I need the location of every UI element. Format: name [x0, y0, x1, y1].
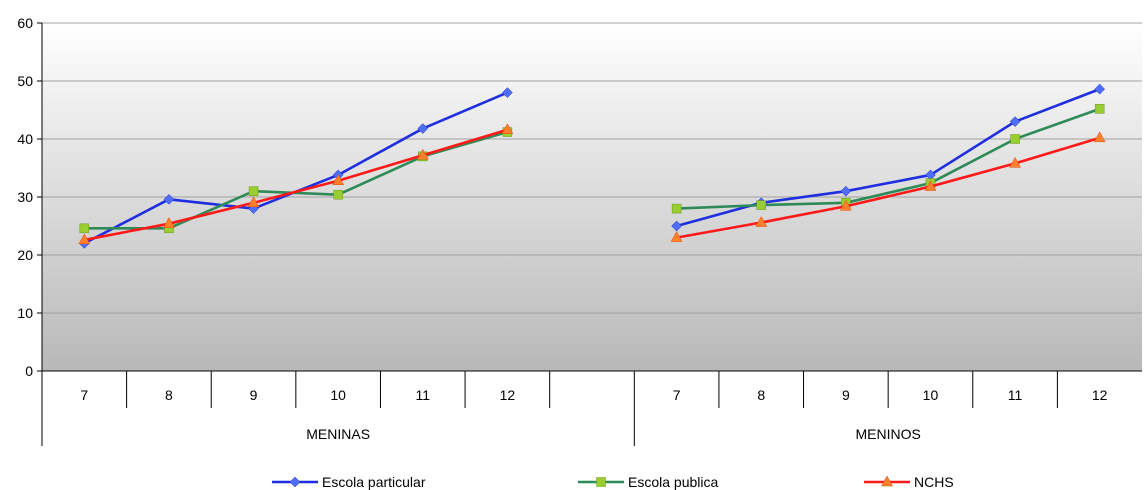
legend-label: Escola particular [322, 474, 426, 490]
data-point [924, 180, 937, 191]
data-point [1094, 104, 1105, 114]
x-tick-label: 8 [165, 387, 173, 403]
data-point [502, 87, 513, 98]
x-tick-label: 10 [923, 387, 939, 403]
data-point [163, 217, 175, 228]
y-tick-label: 60 [17, 15, 33, 31]
x-tick-label: 9 [842, 387, 850, 403]
data-point [839, 199, 852, 211]
x-tick-label: 12 [500, 387, 516, 403]
y-tick-label: 20 [17, 247, 33, 263]
data-point [671, 220, 682, 232]
legend-item: Escola particular [272, 474, 426, 490]
data-point [1093, 131, 1106, 143]
data-point [756, 200, 766, 210]
legend-item: Escola publica [578, 474, 718, 490]
data-point [840, 185, 852, 197]
legend-marker [596, 477, 606, 487]
y-tick-label: 30 [17, 189, 33, 205]
x-tick-label: 10 [330, 387, 346, 403]
data-point [79, 223, 90, 234]
data-point [670, 231, 683, 242]
y-tick-label: 50 [17, 73, 33, 89]
legend-label: Escola publica [628, 474, 718, 490]
x-group-label: MENINAS [306, 426, 370, 442]
series-nchs [78, 123, 1106, 245]
x-tick-label: 12 [1092, 387, 1108, 403]
data-point [163, 193, 175, 205]
data-point [501, 123, 514, 134]
x-tick-label: 7 [80, 387, 88, 403]
x-tick-label: 11 [1008, 387, 1023, 403]
data-point [417, 123, 429, 134]
data-point [755, 216, 768, 227]
x-group-label: MENINOS [855, 426, 920, 442]
series-line [676, 107, 1101, 210]
series-line [84, 128, 508, 242]
legend-item: NCHS [864, 474, 954, 490]
data-point [332, 174, 345, 186]
y-tick-label: 40 [17, 131, 33, 147]
series-line [676, 136, 1101, 239]
data-point [78, 233, 91, 245]
x-tick-label: 8 [757, 387, 765, 403]
data-point [1010, 134, 1020, 144]
y-tick-label: 0 [25, 363, 33, 379]
data-point [1009, 116, 1021, 127]
data-point [1009, 156, 1021, 168]
data-point [1094, 83, 1106, 95]
data-point [416, 148, 429, 160]
legend-label: NCHS [914, 474, 954, 490]
x-tick-label: 9 [250, 387, 258, 403]
data-point [333, 189, 343, 200]
data-point [248, 186, 259, 196]
data-point [247, 196, 260, 208]
x-tick-label: 7 [673, 387, 681, 403]
legend-marker [289, 476, 301, 488]
x-tick-label: 11 [415, 387, 430, 403]
y-tick-label: 10 [17, 305, 33, 321]
data-point [671, 203, 682, 214]
legend-marker [881, 475, 893, 487]
